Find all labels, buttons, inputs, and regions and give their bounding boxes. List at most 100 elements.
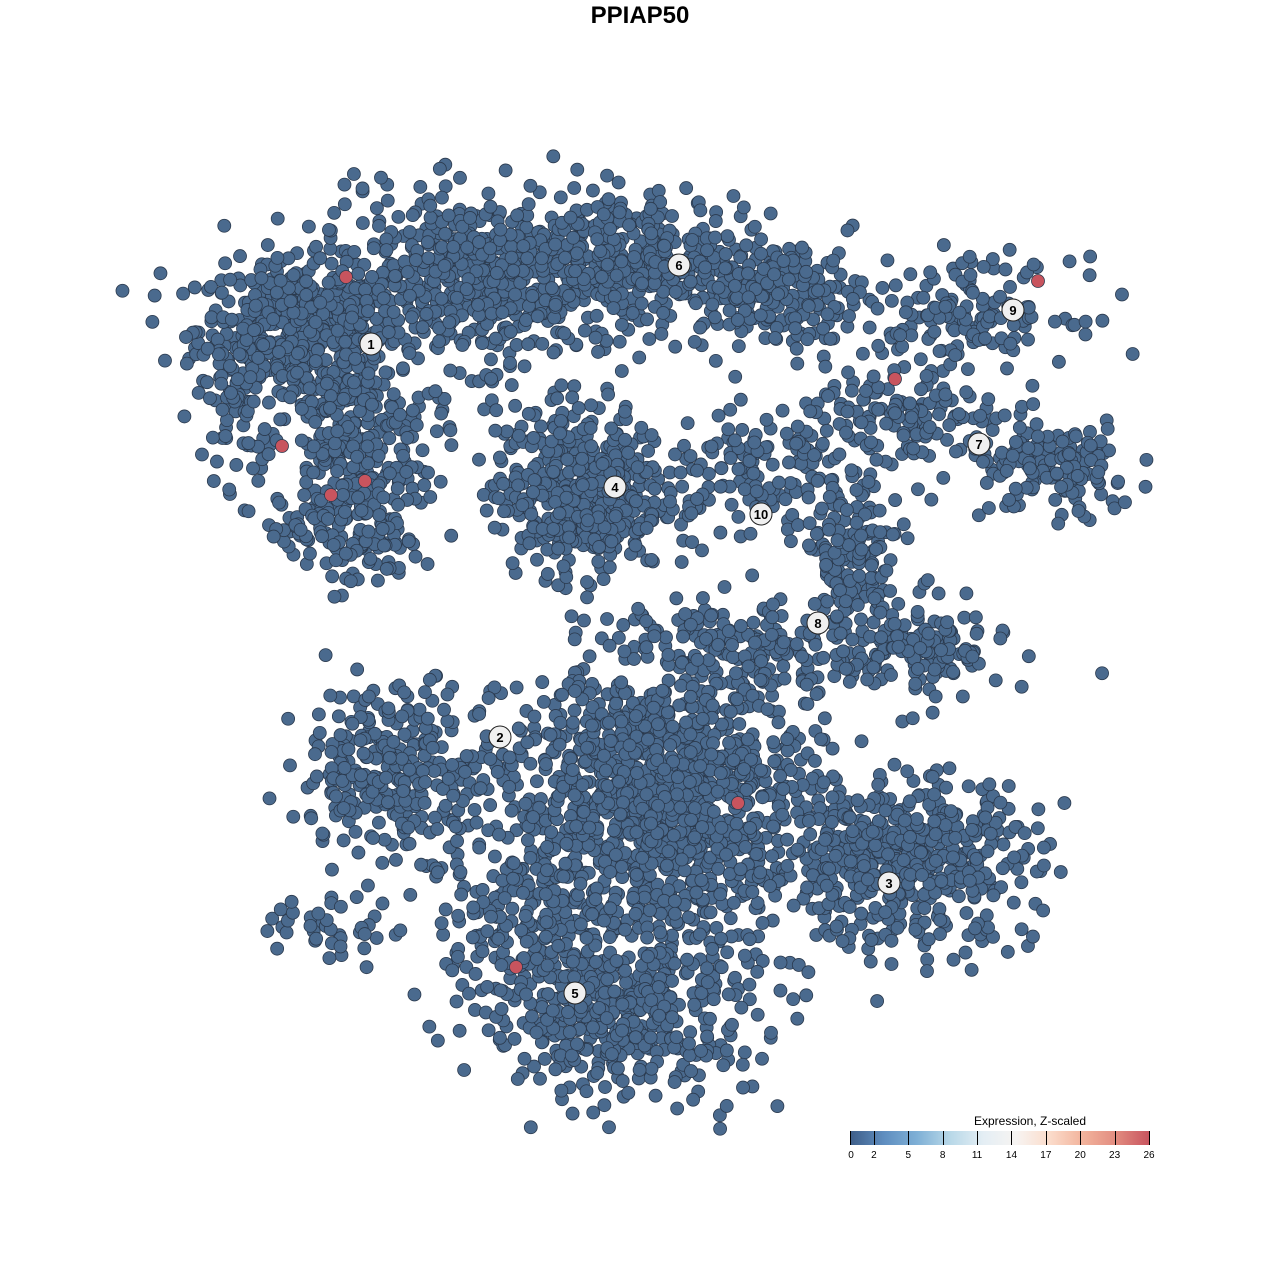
data-point (702, 466, 716, 481)
data-point (251, 473, 266, 488)
data-point (375, 896, 390, 911)
data-point (1002, 492, 1016, 507)
data-point (949, 444, 963, 459)
data-point (481, 691, 496, 705)
data-point (546, 522, 561, 536)
data-point (993, 631, 1008, 646)
data-point (754, 246, 768, 261)
data-point (443, 423, 458, 438)
data-point (336, 801, 351, 816)
data-point (446, 240, 461, 254)
data-point (603, 222, 618, 236)
data-point (489, 266, 504, 280)
data-point (883, 584, 898, 598)
data-point (946, 952, 961, 967)
data-point (374, 170, 388, 185)
data-point (535, 336, 550, 351)
data-point (446, 788, 461, 803)
data-point (978, 331, 992, 346)
data-point (484, 371, 498, 386)
data-point (842, 900, 857, 914)
data-point (590, 232, 605, 247)
data-point (283, 294, 298, 309)
data-point (614, 254, 629, 269)
data-point (302, 381, 317, 396)
data-point (562, 288, 577, 303)
data-point (910, 604, 925, 619)
data-point (800, 697, 815, 711)
data-point (942, 761, 957, 776)
data-point (922, 420, 937, 434)
data-point (978, 810, 993, 825)
data-point (982, 309, 997, 324)
data-point (604, 421, 619, 436)
data-point (1036, 840, 1051, 855)
data-point (145, 314, 160, 329)
data-point (546, 464, 561, 479)
data-point (508, 287, 522, 302)
data-point (969, 851, 984, 866)
data-point (1048, 314, 1062, 329)
data-point (1055, 434, 1070, 449)
data-point (780, 832, 795, 847)
data-point (730, 313, 745, 327)
data-point (322, 222, 336, 237)
data-point (203, 391, 217, 406)
data-point (554, 378, 569, 393)
data-point (845, 292, 860, 306)
data-point (775, 403, 790, 418)
data-point (1125, 347, 1140, 361)
data-point (379, 770, 393, 785)
data-point (854, 415, 869, 430)
data-point (817, 711, 832, 726)
data-point (476, 487, 491, 502)
data-point (516, 239, 531, 254)
data-point (663, 494, 677, 509)
data-point (483, 798, 498, 812)
data-point (229, 458, 244, 472)
data-point (656, 306, 671, 320)
data-point (260, 238, 275, 252)
data-point (375, 522, 390, 536)
data-point (1091, 465, 1106, 480)
data-point (308, 747, 322, 762)
data-point (617, 644, 632, 659)
data-point (674, 555, 689, 569)
data-point (523, 178, 538, 193)
data-point (361, 366, 376, 381)
data-point (356, 746, 371, 761)
data-point (845, 632, 860, 647)
data-point (687, 334, 702, 349)
data-point (455, 338, 470, 352)
data-point (503, 356, 517, 370)
data-point (521, 197, 536, 212)
data-point (934, 874, 949, 889)
data-point (401, 820, 416, 835)
data-point (330, 424, 345, 439)
data-point (617, 404, 632, 419)
data-point (303, 918, 318, 933)
data-point (417, 796, 432, 810)
data-point (601, 387, 616, 402)
data-point (946, 850, 960, 865)
data-point (927, 324, 942, 339)
data-point (399, 465, 414, 479)
data-point (771, 287, 785, 302)
data-point (746, 615, 761, 630)
data-point (429, 424, 444, 439)
data-point (639, 521, 654, 535)
data-point (596, 572, 611, 587)
data-point (330, 323, 345, 338)
data-point (1008, 481, 1023, 496)
data-point (567, 181, 582, 195)
data-point (592, 540, 607, 554)
data-point (391, 209, 406, 224)
data-point (463, 211, 477, 225)
data-point (816, 650, 831, 665)
data-point (580, 590, 594, 605)
data-point (683, 274, 698, 289)
data-point (308, 315, 323, 330)
data-point (1118, 495, 1132, 510)
data-point (366, 241, 381, 256)
data-point (888, 406, 902, 421)
